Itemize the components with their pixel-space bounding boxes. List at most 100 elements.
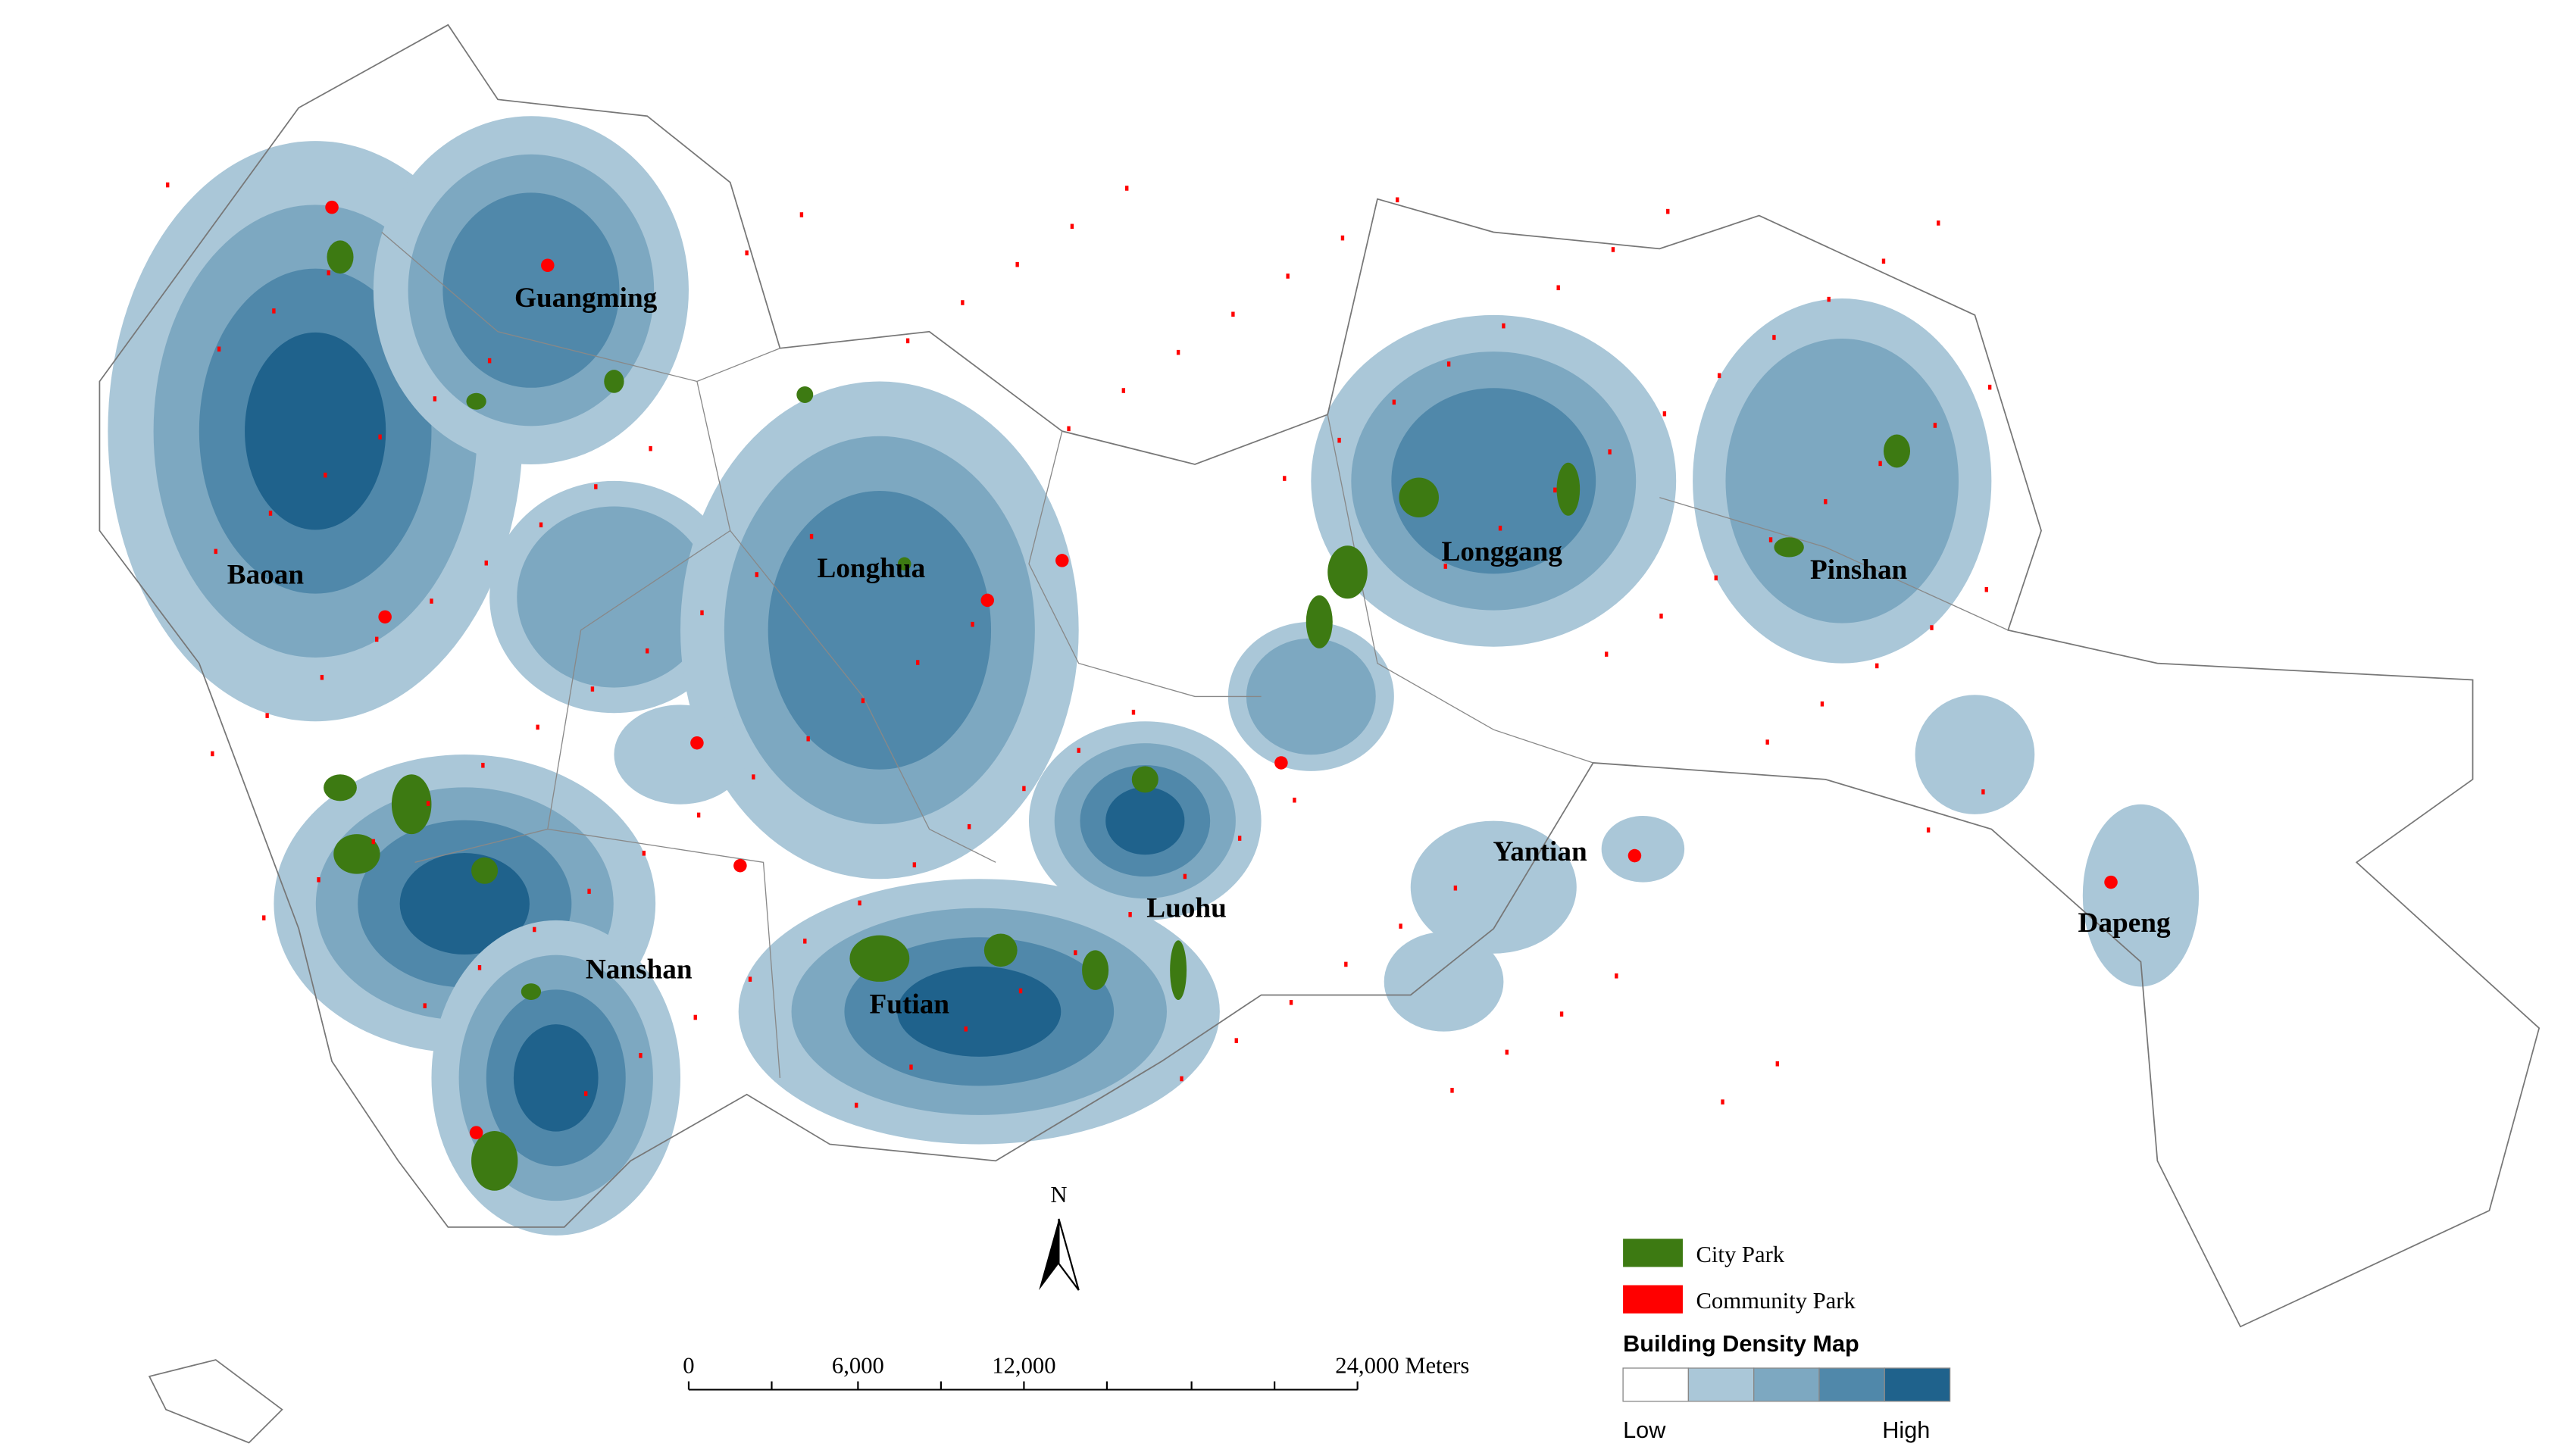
community-park <box>2104 875 2118 889</box>
community-park <box>262 915 266 920</box>
density-zone <box>768 490 992 770</box>
parks-layer <box>166 182 2118 1191</box>
community-park <box>1131 709 1136 715</box>
city-park <box>324 774 357 801</box>
community-park <box>1721 1099 1724 1104</box>
island <box>148 1359 283 1444</box>
community-park <box>1937 220 1940 226</box>
community-park <box>690 736 704 750</box>
community-park <box>378 434 382 440</box>
scale-label: 24,000 Meters <box>1335 1353 1469 1379</box>
community-park <box>539 522 543 528</box>
density-zone <box>1410 820 1577 954</box>
community-park <box>1926 827 1931 833</box>
community-park <box>1450 1088 1454 1093</box>
community-park <box>1498 525 1502 531</box>
density-zone <box>517 506 711 688</box>
community-park <box>1183 873 1187 880</box>
community-park <box>1987 384 1992 390</box>
community-park <box>912 862 917 867</box>
community-park <box>861 698 865 704</box>
community-park <box>375 636 379 642</box>
community-park <box>1055 554 1069 567</box>
community-park <box>327 270 330 276</box>
city-park <box>1327 545 1368 599</box>
community-park <box>433 396 437 401</box>
community-park <box>1067 426 1071 432</box>
density-zone <box>2082 804 2200 987</box>
community-park <box>1392 399 1396 405</box>
district-label: Pinshan <box>1810 555 1908 586</box>
community-park <box>1717 373 1721 379</box>
community-park <box>1981 789 1985 795</box>
community-park <box>272 308 276 314</box>
community-park <box>594 484 598 489</box>
city-park <box>1082 950 1109 990</box>
community-park <box>971 621 974 627</box>
district-label: Longhua <box>818 553 926 584</box>
community-park <box>1768 537 1773 542</box>
city-park <box>471 1130 518 1191</box>
community-park <box>378 610 392 624</box>
community-park <box>320 674 324 680</box>
density-zone <box>614 705 747 805</box>
district-label: Baoan <box>227 560 305 591</box>
community-park <box>1875 663 1879 669</box>
community-park <box>1502 323 1506 329</box>
community-park <box>1775 1061 1779 1067</box>
community-park <box>430 598 433 604</box>
community-park <box>214 548 217 555</box>
north-arrow <box>1039 1218 1059 1291</box>
community-park <box>646 648 649 654</box>
community-park <box>1824 498 1828 505</box>
community-park <box>855 1102 858 1108</box>
community-park <box>1878 461 1882 467</box>
community-park <box>1933 423 1937 428</box>
density-zone <box>1246 638 1376 755</box>
community-park <box>1286 273 1290 279</box>
community-park <box>1984 586 1988 592</box>
community-park <box>961 300 965 305</box>
community-park <box>745 250 749 256</box>
city-park <box>604 370 624 393</box>
density-zone <box>442 192 620 388</box>
community-park <box>1234 1038 1238 1043</box>
legend-low: Low <box>1623 1417 1666 1443</box>
ramp-class <box>1687 1367 1755 1402</box>
density-layer <box>108 116 2200 1236</box>
community-park <box>752 774 755 780</box>
community-park <box>1556 285 1560 291</box>
community-park <box>964 1026 968 1032</box>
density-zone <box>1915 695 2035 814</box>
city-park <box>521 983 542 1001</box>
district-label: Nanshan <box>586 955 693 986</box>
community-park <box>700 610 704 616</box>
community-park <box>1505 1049 1509 1055</box>
community-park <box>1399 923 1402 929</box>
community-park <box>423 1003 427 1008</box>
community-park <box>487 358 492 364</box>
city-park <box>849 935 910 982</box>
legend-swatch <box>1623 1239 1683 1267</box>
city-park <box>1883 434 1911 468</box>
city-park <box>897 557 911 571</box>
community-park <box>809 533 814 539</box>
city-park <box>327 240 354 274</box>
city-park <box>1399 477 1439 517</box>
community-park <box>916 660 920 665</box>
city-park <box>1556 462 1581 516</box>
community-park <box>696 812 701 818</box>
community-park <box>1662 411 1667 417</box>
city-park <box>391 774 432 835</box>
community-park <box>1827 296 1831 302</box>
community-park <box>324 472 327 478</box>
community-park <box>583 1091 588 1096</box>
community-park <box>1337 437 1341 443</box>
district-label: Guangming <box>514 283 658 314</box>
community-park <box>1340 235 1345 241</box>
legend-label: Community Park <box>1696 1288 1856 1314</box>
city-park <box>1170 940 1187 1001</box>
density-zone <box>513 1024 599 1132</box>
